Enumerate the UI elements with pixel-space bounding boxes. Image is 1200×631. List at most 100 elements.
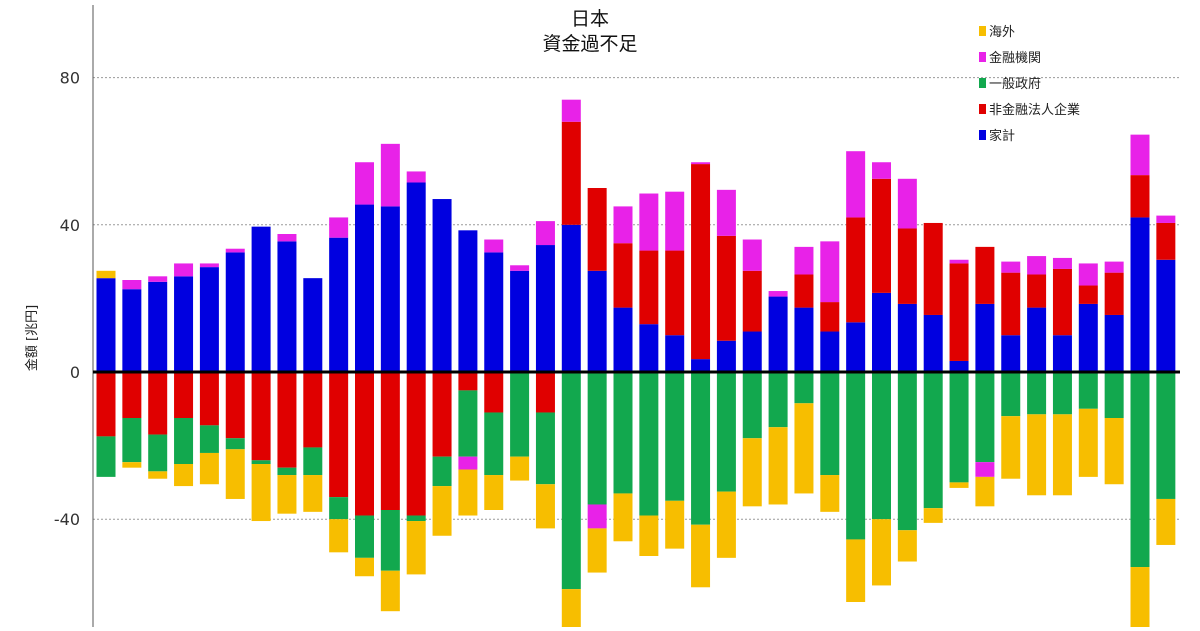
bar-segment xyxy=(277,475,297,514)
bar-segment xyxy=(1104,418,1124,485)
bar-segment xyxy=(225,252,245,372)
bar-segment xyxy=(794,372,814,404)
grid-lines xyxy=(93,77,1180,520)
y-tick-label: 40 xyxy=(60,216,80,235)
bar-segment xyxy=(1104,372,1124,418)
bar-segment xyxy=(329,237,349,372)
bar-segment xyxy=(561,121,581,225)
bar-segment xyxy=(613,243,633,308)
bar-segment xyxy=(174,263,194,277)
bar-segment xyxy=(587,372,607,505)
bar-segment xyxy=(380,206,400,372)
bar-segment xyxy=(1156,259,1176,372)
bar-segment xyxy=(251,372,271,461)
bar-segment xyxy=(355,557,374,577)
bar-segment xyxy=(277,372,297,468)
bar-segment xyxy=(897,372,917,531)
bar-segment xyxy=(96,372,116,437)
bar-segment xyxy=(872,292,891,372)
legend-swatch xyxy=(979,104,986,114)
bar-segment xyxy=(1156,498,1176,545)
bar-segment xyxy=(716,189,736,236)
bar-segment xyxy=(1130,217,1150,372)
bar-segment xyxy=(510,270,530,372)
bar-segment xyxy=(1001,416,1021,479)
bar-segment xyxy=(923,314,943,372)
bar-segment xyxy=(561,224,581,372)
bar-segment xyxy=(174,372,194,418)
bar-segment xyxy=(1001,335,1021,372)
bar-segment xyxy=(794,246,814,275)
y-axis-label: 金額 [兆円] xyxy=(24,305,40,371)
bar-segment xyxy=(639,372,659,516)
bar-segment xyxy=(484,372,504,413)
bar-segment xyxy=(458,456,478,470)
bar-segment xyxy=(820,372,840,476)
bar-segment xyxy=(716,372,736,492)
bar-segment xyxy=(406,521,426,575)
bar-segment xyxy=(432,372,452,457)
bar-segment xyxy=(148,471,168,479)
bar-segment xyxy=(742,331,762,372)
bar-segment xyxy=(432,199,452,372)
bar-segment xyxy=(355,162,374,205)
bar-segment xyxy=(561,372,581,590)
legend-swatch xyxy=(979,78,986,88)
bar-segment xyxy=(1052,268,1072,336)
bar-segment xyxy=(1104,314,1124,372)
bar-segment xyxy=(846,217,866,323)
bar-segment xyxy=(122,289,142,372)
bar-segment xyxy=(510,265,530,271)
y-tick-label: 80 xyxy=(60,69,80,88)
bar-segment xyxy=(277,467,297,476)
bar-segment xyxy=(277,241,297,372)
bar-segment xyxy=(639,515,659,556)
bar-segment xyxy=(535,245,555,372)
bar-segment xyxy=(742,438,762,507)
bar-segment xyxy=(613,372,633,494)
bar-segment xyxy=(535,372,555,413)
bar-segment xyxy=(846,322,866,372)
bar-segment xyxy=(587,270,607,372)
bar-segment xyxy=(665,191,685,251)
legend-item: 家計 xyxy=(979,128,1015,144)
bar-segment xyxy=(820,475,840,512)
bar-segment xyxy=(535,412,555,485)
legend-label: 非金融法人企業 xyxy=(989,102,1080,118)
bar-segment xyxy=(122,418,142,463)
bar-segment xyxy=(872,519,891,586)
bar-segment xyxy=(691,524,711,588)
bar-segment xyxy=(1027,256,1047,275)
bar-segment xyxy=(923,508,943,523)
bar-segment xyxy=(639,193,659,251)
bar-segment xyxy=(846,539,866,602)
legend-label: 海外 xyxy=(989,25,1015,40)
bar-segment xyxy=(587,528,607,573)
bar-segment xyxy=(329,519,349,553)
bar-segment xyxy=(303,447,323,476)
bar-segment xyxy=(225,449,245,499)
bar-segment xyxy=(1027,274,1047,308)
bar-segment xyxy=(355,204,374,372)
legend-swatch xyxy=(979,26,986,36)
bar-segment xyxy=(148,434,168,472)
bar-segment xyxy=(1078,263,1098,286)
bar-segment xyxy=(665,250,685,336)
bar-segment xyxy=(949,263,969,361)
bar-segment xyxy=(1052,372,1072,415)
bar-segment xyxy=(665,372,685,501)
bar-segment xyxy=(303,475,323,512)
bar-segment xyxy=(794,307,814,372)
bar-segment xyxy=(510,372,530,457)
title-line: 日本 xyxy=(571,8,609,30)
bar-segment xyxy=(380,510,400,571)
bar-segment xyxy=(96,436,116,477)
bar-segment xyxy=(1156,372,1176,499)
bar-segment xyxy=(1001,261,1021,273)
bar-segment xyxy=(329,217,349,238)
bar-segment xyxy=(872,178,891,293)
bar-segment xyxy=(510,456,530,481)
bar-segment xyxy=(975,462,995,477)
